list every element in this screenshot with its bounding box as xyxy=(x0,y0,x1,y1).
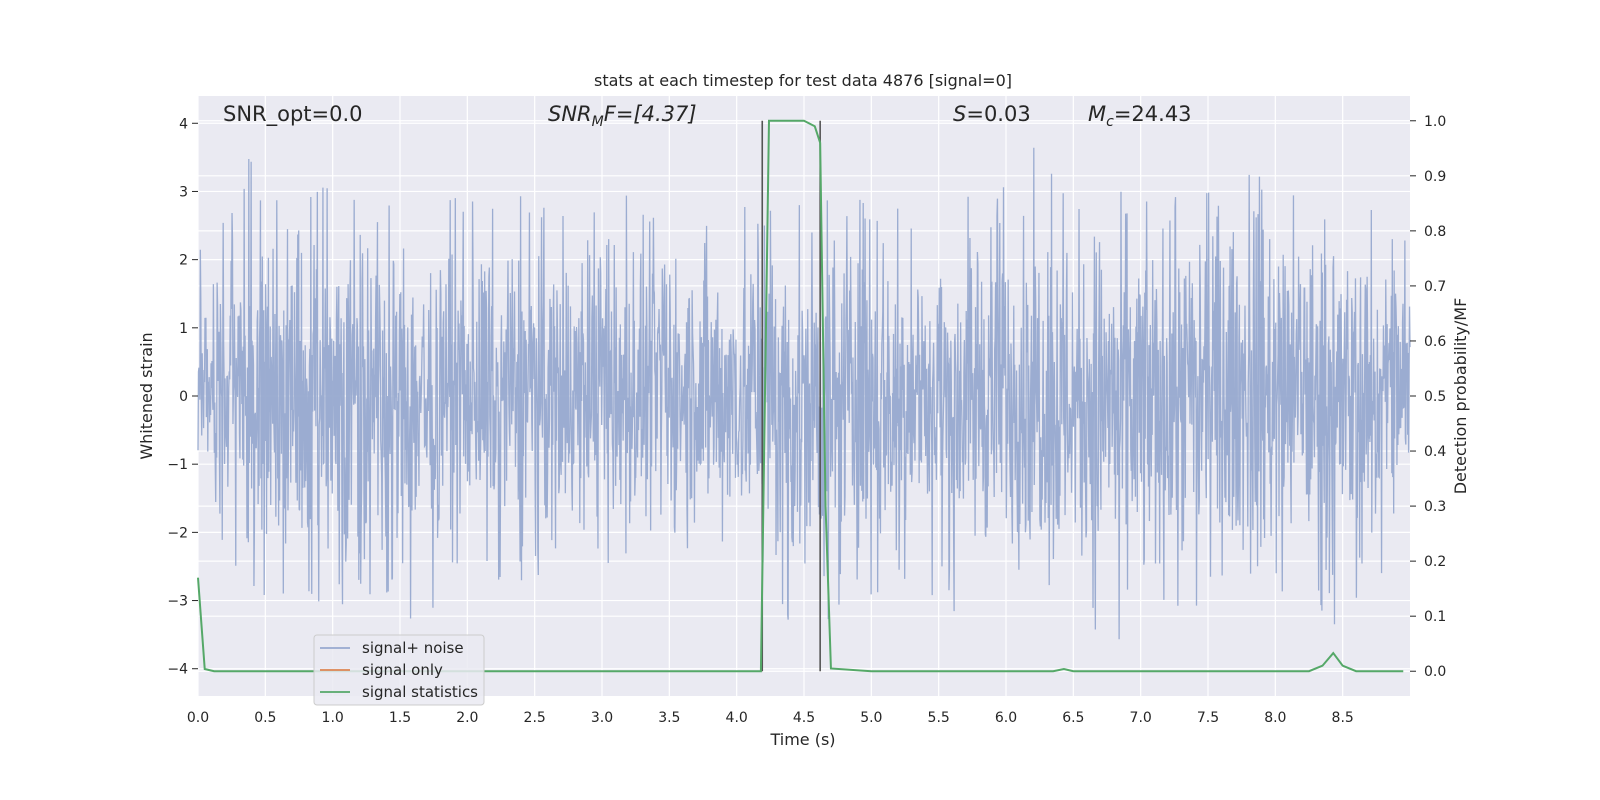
x-tick-label: 6.5 xyxy=(1062,710,1084,726)
y2-tick-label: 0.3 xyxy=(1424,499,1446,515)
mc-rest: =24.43 xyxy=(1114,102,1192,126)
y2-axis-label: Detection probability/MF xyxy=(1451,298,1470,495)
y-axis-ticks: 4 3 2 1 0 −1 −2 −3 −4 xyxy=(167,116,198,678)
y-tick-label: −2 xyxy=(167,525,188,541)
noise-line xyxy=(197,147,1411,640)
legend-label-signal-statistics: signal statistics xyxy=(362,683,478,701)
y2-axis-ticks: 1.0 0.9 0.8 0.7 0.6 0.5 0.4 0.3 0.2 0.1 0.0 xyxy=(1410,114,1446,680)
x-tick-label: 4.0 xyxy=(726,710,748,726)
x-tick-label: 7.0 xyxy=(1130,710,1152,726)
y-axis-label: Whitened strain xyxy=(137,332,156,459)
y2-tick-label: 0.1 xyxy=(1424,609,1446,625)
y2-tick-label: 1.0 xyxy=(1424,114,1446,130)
x-tick-label: 2.0 xyxy=(456,710,478,726)
signal-statistics-line xyxy=(197,119,1404,673)
x-tick-label: 5.5 xyxy=(928,710,950,726)
x-tick-label: 6.0 xyxy=(995,710,1017,726)
x-tick-label: 8.0 xyxy=(1264,710,1286,726)
y2-tick-label: 0.4 xyxy=(1424,444,1446,460)
series-signal-plus-noise xyxy=(197,147,1411,640)
x-tick-label: 0.5 xyxy=(254,710,276,726)
snr-mf-rest: F=[4.37] xyxy=(604,102,697,126)
x-tick-label: 2.5 xyxy=(524,710,546,726)
x-tick-label: 3.5 xyxy=(658,710,680,726)
x-axis-ticks: 0.0 0.5 1.0 1.5 2.0 2.5 3.0 3.5 4.0 4.5 5.0 5.5 6.0 6… xyxy=(187,710,1354,726)
y-tick-label: −4 xyxy=(167,662,188,678)
y-tick-label: 1 xyxy=(179,321,188,337)
legend: signal+ noise signal only signal statist… xyxy=(313,634,485,706)
y-tick-label: −1 xyxy=(167,457,188,473)
y-tick-label: 0 xyxy=(179,389,188,405)
x-tick-label: 0.0 xyxy=(187,710,209,726)
y2-tick-label: 0.2 xyxy=(1424,554,1446,570)
snr-mf-sub: M xyxy=(592,114,604,130)
legend-box xyxy=(313,634,485,706)
y-tick-label: 4 xyxy=(179,116,188,132)
x-tick-label: 1.5 xyxy=(389,710,411,726)
y2-tick-label: 0.5 xyxy=(1424,389,1446,405)
y-tick-label: 2 xyxy=(179,253,188,269)
mc-sub: c xyxy=(1106,114,1114,130)
x-tick-label: 8.5 xyxy=(1332,710,1354,726)
y2-tick-label: 0.6 xyxy=(1424,334,1446,350)
x-tick-label: 7.5 xyxy=(1197,710,1219,726)
annotation-snr-opt: SNR_opt=0.0 xyxy=(223,102,363,127)
y-tick-label: 3 xyxy=(179,184,188,200)
x-tick-label: 4.5 xyxy=(793,710,815,726)
annotation-mc: Mc=24.43 xyxy=(1088,102,1192,130)
x-tick-label: 5.0 xyxy=(860,710,882,726)
snr-mf-main: SNR xyxy=(548,102,592,126)
x-axis-label: Time (s) xyxy=(769,730,835,749)
legend-label-signal-only: signal only xyxy=(362,661,443,679)
chart-title: stats at each timestep for test data 487… xyxy=(594,71,1012,90)
x-tick-label: 3.0 xyxy=(591,710,613,726)
y2-tick-label: 0.8 xyxy=(1424,224,1446,240)
s-rest: =0.03 xyxy=(966,102,1030,126)
y2-tick-label: 0.7 xyxy=(1424,279,1446,295)
legend-label-signal-plus-noise: signal+ noise xyxy=(362,639,464,657)
series-signal-statistics xyxy=(197,119,1404,673)
s-main: S xyxy=(953,102,966,126)
annotation-snr-mf: SNRMF=[4.37] xyxy=(548,102,697,130)
x-tick-label: 1.0 xyxy=(322,710,344,726)
mc-main: M xyxy=(1088,102,1106,126)
y2-tick-label: 0.9 xyxy=(1424,169,1446,185)
y2-tick-label: 0.0 xyxy=(1424,664,1446,680)
annotation-s: S=0.03 xyxy=(953,102,1031,126)
y-tick-label: −3 xyxy=(167,594,188,610)
